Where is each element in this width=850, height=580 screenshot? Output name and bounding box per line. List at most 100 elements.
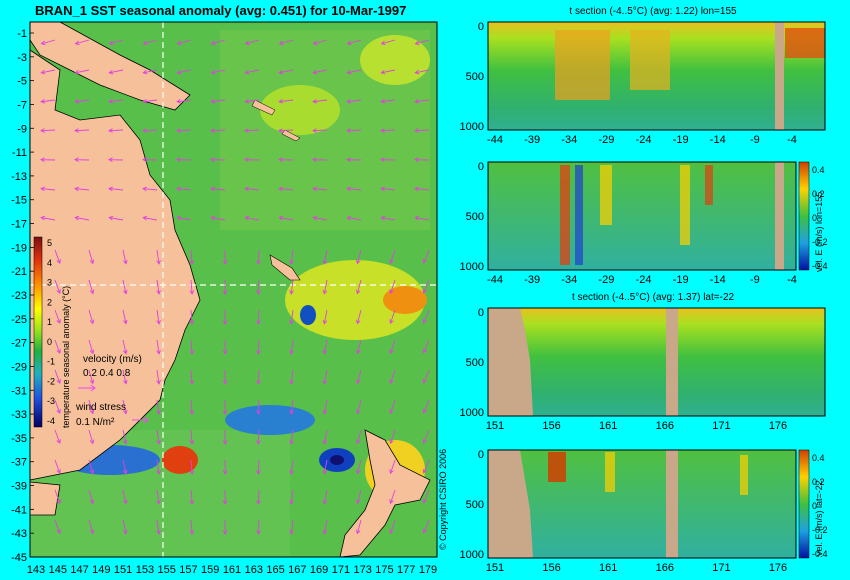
wind-arrow-icon bbox=[108, 39, 124, 46]
section-x-tick-label: -29 bbox=[598, 134, 614, 146]
vel-colorbar-tick-label: 0.4 bbox=[812, 453, 825, 463]
section-y-tick-label: 1000 bbox=[460, 121, 484, 133]
wind-arrow-icon bbox=[156, 249, 161, 265]
lat-tick-label: -31 bbox=[11, 385, 27, 397]
wind-arrow-icon bbox=[322, 519, 328, 535]
section-y-tick-label: 500 bbox=[466, 211, 484, 223]
vel-colorbar-tick-label: 0.4 bbox=[812, 165, 825, 175]
lat-tick-label: -5 bbox=[17, 76, 27, 88]
section-x-tick-label: -9 bbox=[750, 134, 760, 146]
wind-arrow-icon bbox=[176, 69, 192, 75]
wind-arrow-icon bbox=[40, 128, 56, 133]
wind-arrow-icon bbox=[54, 279, 61, 295]
wind-arrow-icon bbox=[422, 339, 430, 354]
wind-arrow-icon bbox=[312, 39, 328, 46]
lon-tick-label: 149 bbox=[92, 564, 110, 576]
wind-arrow-icon bbox=[244, 157, 260, 163]
cold-anomaly bbox=[225, 405, 315, 435]
wind-arrow-icon bbox=[312, 99, 328, 104]
lon-tick-label: 169 bbox=[310, 564, 328, 576]
wind-arrow-icon bbox=[108, 157, 124, 163]
wind-arrow-icon bbox=[322, 489, 328, 505]
wind-arrow-icon bbox=[222, 249, 228, 265]
wind-arrow-icon bbox=[289, 459, 294, 475]
colorbar-tick-label: -4 bbox=[47, 416, 55, 426]
section-x-tick-label: -29 bbox=[598, 274, 614, 286]
wind-arrow-icon bbox=[122, 339, 128, 355]
section-y-tick-label: 0 bbox=[478, 449, 484, 461]
vel-colorbar-tick-label: -0.4 bbox=[812, 261, 828, 271]
wind-arrow-icon bbox=[54, 369, 61, 385]
wind-arrow-icon bbox=[142, 128, 158, 133]
wind-arrow-icon bbox=[156, 459, 161, 475]
wind-arrow-icon bbox=[108, 99, 124, 104]
wind-arrow-icon bbox=[156, 369, 161, 385]
wind-arrow-icon bbox=[189, 399, 195, 415]
section-field bbox=[488, 162, 796, 270]
wind-arrow-icon bbox=[389, 489, 396, 505]
wind-arrow-icon bbox=[278, 128, 294, 133]
wind-arrow-icon bbox=[88, 249, 95, 265]
wind-arrow-icon bbox=[189, 279, 195, 295]
wind-arrow-icon bbox=[414, 99, 430, 104]
wind-arrow-icon bbox=[289, 369, 294, 385]
lon-tick-label: 159 bbox=[201, 564, 219, 576]
wind-arrow-icon bbox=[40, 99, 56, 104]
section-x-tick-label: -34 bbox=[561, 134, 577, 146]
wind-arrow-icon bbox=[322, 399, 328, 415]
cold-anomaly bbox=[300, 305, 316, 325]
lat-tick-label: -19 bbox=[11, 242, 27, 254]
section-x-tick-label: -24 bbox=[636, 274, 652, 286]
vel-colorbar-tick-label: 0.2 bbox=[812, 189, 825, 199]
section-x-tick-label: -9 bbox=[750, 274, 760, 286]
t-section-lon-panel: t section (-4..5°C) (avg: 1.22) lon=155 bbox=[487, 6, 826, 131]
wind-arrow-icon bbox=[322, 309, 328, 325]
wind-arrow-icon bbox=[142, 69, 158, 75]
wind-arrow-icon bbox=[322, 249, 328, 265]
wind-arrow-icon bbox=[108, 215, 124, 221]
wind-arrow-icon bbox=[244, 69, 260, 75]
wind-arrow-icon bbox=[142, 215, 158, 221]
wind-arrow-icon bbox=[289, 309, 294, 325]
lat-tick-label: -35 bbox=[11, 433, 27, 445]
jet-feature bbox=[680, 165, 690, 245]
wind-arrow-icon bbox=[346, 39, 362, 46]
lon-tick-label: 177 bbox=[397, 564, 415, 576]
wind-arrow-icon bbox=[278, 99, 294, 104]
wind-arrow-icon bbox=[289, 519, 294, 535]
land-mask bbox=[666, 308, 678, 416]
wind-arrow-icon bbox=[122, 399, 128, 415]
wind-arrow-icon bbox=[88, 369, 95, 385]
warm-anomaly bbox=[260, 85, 340, 135]
lon-tick-label: 147 bbox=[70, 564, 88, 576]
wind-arrow-icon bbox=[278, 186, 294, 192]
wind-arrow-icon bbox=[122, 459, 128, 475]
wind-arrow-icon bbox=[122, 309, 128, 325]
wind-arrow-icon bbox=[40, 157, 56, 163]
lon-tick-label: 163 bbox=[245, 564, 263, 576]
wind-arrow-icon bbox=[422, 519, 430, 534]
lat-tick-label: -9 bbox=[17, 123, 27, 135]
vel-colorbar-tick-label: 0.2 bbox=[812, 477, 825, 487]
wind-arrow-icon bbox=[222, 339, 228, 355]
wind-arrow-icon bbox=[355, 489, 362, 505]
section-title: t section (-4..5°C) (avg: 1.37) lat=-22 bbox=[572, 292, 735, 303]
vel-colorbar-label: vel. E (m/s) lon=155 bbox=[814, 192, 824, 272]
section-frame bbox=[487, 161, 797, 271]
land-mask bbox=[666, 450, 678, 558]
wind-arrow-icon bbox=[355, 309, 362, 325]
jet-feature bbox=[575, 165, 583, 265]
wind-arrow-icon bbox=[256, 279, 261, 295]
wind-arrow-icon bbox=[222, 459, 228, 475]
wind-arrow-icon bbox=[289, 489, 294, 505]
wind-arrow-icon bbox=[40, 186, 56, 192]
map-title: BRAN_1 SST seasonal anomaly (avg: 0.451)… bbox=[35, 3, 406, 18]
wind-arrow-icon bbox=[156, 339, 161, 355]
lat-tick-label: -39 bbox=[11, 481, 27, 493]
jet-feature bbox=[548, 452, 566, 482]
wind-arrow-icon bbox=[380, 186, 396, 192]
wind-arrow-icon bbox=[189, 519, 195, 535]
wind-arrow-icon bbox=[355, 249, 362, 265]
jet-feature bbox=[605, 452, 615, 492]
wind-arrow-icon bbox=[422, 279, 430, 294]
